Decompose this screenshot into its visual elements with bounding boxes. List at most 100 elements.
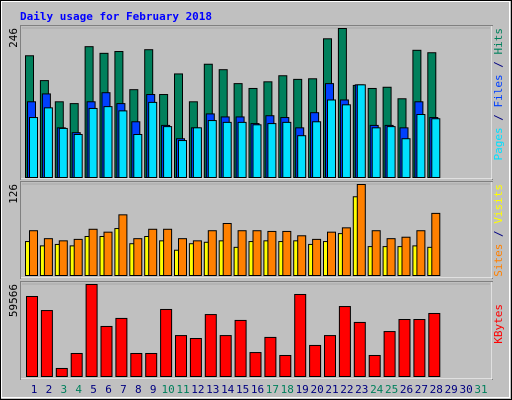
bar	[341, 227, 351, 276]
x-tick-label: 2	[46, 383, 53, 396]
bar	[88, 228, 98, 276]
x-tick-label: 19	[296, 383, 309, 396]
bar	[413, 319, 426, 377]
bar	[428, 312, 441, 378]
x-tick-label: 9	[150, 383, 157, 396]
bar	[189, 338, 202, 377]
bar	[148, 101, 158, 178]
bar	[401, 138, 411, 179]
bar	[249, 352, 262, 378]
x-tick-label: 21	[325, 383, 338, 396]
bar	[26, 295, 38, 377]
legend-entry: Files	[492, 74, 505, 107]
bar	[338, 306, 351, 377]
bar	[279, 354, 292, 377]
y-tick-label: 59566	[7, 284, 20, 317]
bar	[222, 223, 232, 276]
x-tick-label: 3	[60, 383, 67, 396]
x-tick-label: 29	[445, 383, 458, 396]
bar	[282, 121, 292, 178]
legend-entry: Pages	[492, 127, 505, 160]
bar	[398, 319, 411, 377]
bar	[383, 331, 396, 378]
bar	[178, 238, 187, 277]
x-tick-label: 18	[281, 383, 294, 396]
x-tick-label: 15	[236, 383, 249, 396]
legend: KBytes	[492, 304, 505, 344]
bar	[431, 212, 441, 276]
x-tick-label: 31	[474, 383, 487, 396]
bar	[58, 127, 68, 178]
bar	[29, 117, 38, 178]
x-tick-label: 7	[120, 383, 127, 396]
bar	[324, 335, 336, 378]
bar	[40, 310, 53, 377]
legend: Sites / Visits	[492, 184, 505, 277]
bar	[100, 325, 113, 378]
bar	[43, 238, 53, 277]
bar	[115, 317, 128, 378]
bar	[130, 352, 143, 378]
bar	[353, 321, 366, 378]
x-tick-label: 28	[430, 383, 443, 396]
x-tick-label: 13	[206, 383, 219, 396]
bar	[267, 123, 277, 179]
x-tick-label: 12	[191, 383, 204, 396]
x-tick-label: 23	[355, 383, 368, 396]
bar	[312, 238, 322, 276]
legend-entry: Visits	[492, 184, 505, 224]
legend-entry: Sites	[492, 244, 505, 277]
x-tick-label: 25	[385, 383, 398, 396]
bar	[297, 135, 307, 179]
bar	[371, 127, 381, 179]
bar	[312, 121, 322, 178]
bar	[356, 184, 366, 276]
bar	[386, 126, 396, 178]
legend-entry: KBytes	[492, 304, 505, 344]
bar	[371, 230, 381, 277]
bar	[431, 118, 441, 179]
bar	[234, 319, 247, 377]
bar	[416, 114, 426, 179]
bar	[55, 367, 68, 377]
bar	[222, 121, 232, 178]
bar	[252, 230, 262, 277]
bar	[133, 238, 143, 277]
bar	[327, 99, 336, 178]
x-tick-label: 24	[370, 383, 384, 396]
x-tick-label: 14	[221, 383, 235, 396]
bar	[103, 106, 113, 178]
bar	[148, 228, 158, 276]
bar	[297, 235, 307, 276]
bar	[309, 344, 322, 377]
bar	[70, 352, 83, 378]
x-tick-label: 27	[415, 383, 428, 396]
bar	[386, 238, 396, 277]
bar	[175, 335, 187, 378]
bar	[294, 293, 307, 378]
bar	[237, 121, 247, 178]
bar	[118, 110, 128, 178]
y-tick-label: 126	[7, 184, 20, 204]
legend: Pages / Files / Hits	[492, 28, 505, 161]
bar	[327, 231, 336, 277]
x-tick-label: 5	[90, 383, 97, 396]
x-tick-label: 1	[31, 383, 38, 396]
bar	[282, 230, 292, 276]
bar	[58, 240, 68, 276]
bar	[192, 127, 202, 179]
chart-title: Daily usage for February 2018	[20, 10, 212, 23]
bar	[219, 335, 232, 378]
x-tick-label: 17	[266, 383, 279, 396]
y-tick-label: 246	[7, 28, 20, 48]
x-tick-label: 11	[176, 383, 189, 396]
bar	[145, 352, 158, 378]
bar	[133, 133, 143, 179]
bar	[264, 336, 277, 377]
bar	[163, 228, 173, 276]
bar	[29, 230, 38, 277]
bar	[267, 230, 277, 276]
bar	[207, 230, 217, 277]
